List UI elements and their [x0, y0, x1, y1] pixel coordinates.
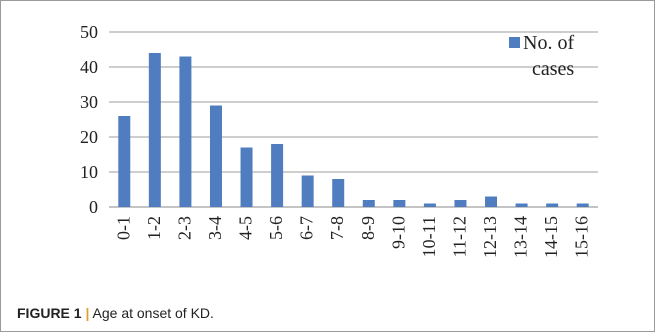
y-tick-label: 10 — [80, 162, 98, 182]
bars — [118, 53, 589, 207]
legend-label-line2: cases — [532, 58, 574, 80]
x-tick-label: 5-6 — [266, 216, 286, 240]
x-tick-label: 10-11 — [419, 216, 439, 257]
bar-13-14 — [515, 203, 528, 207]
x-tick-label: 0-1 — [113, 216, 133, 240]
legend-label-line1: No. of — [523, 32, 574, 54]
y-tick-label: 40 — [80, 57, 98, 77]
bar-chart: 0 10 20 30 40 50 0-1 1-2 2-3 3-4 4-5 5-6 6-7 7-8 8-9 9… — [80, 22, 598, 258]
x-axis-ticks: 0-1 1-2 2-3 3-4 4-5 5-6 6-7 7-8 8-9 9-10 10-11 11-1… — [113, 216, 591, 258]
x-tick-label: 2-3 — [174, 216, 194, 240]
x-tick-label: 11-12 — [449, 216, 469, 257]
bar-6-7 — [301, 175, 314, 207]
bar-4-5 — [240, 147, 253, 207]
y-axis-ticks: 0 10 20 30 40 50 — [80, 22, 98, 217]
y-tick-label: 0 — [89, 197, 98, 217]
bar-14-15 — [546, 203, 559, 207]
bar-10-11 — [423, 203, 436, 207]
x-tick-label: 8-9 — [358, 216, 378, 240]
bar-5-6 — [271, 144, 284, 207]
figure-caption: FIGURE 1 | Age at onset of KD. — [17, 305, 214, 321]
x-tick-label: 7-8 — [327, 216, 347, 240]
y-tick-label: 50 — [80, 22, 98, 42]
bar-1-2 — [148, 53, 161, 207]
x-tick-label: 14-15 — [541, 216, 561, 258]
x-tick-label: 1-2 — [144, 216, 164, 240]
x-tick-label: 13-14 — [511, 216, 531, 258]
bar-15-16 — [576, 203, 589, 207]
x-tick-label: 6-7 — [297, 216, 317, 240]
bar-7-8 — [332, 179, 345, 207]
legend: No. of cases — [509, 32, 574, 80]
bar-12-13 — [485, 196, 498, 207]
bar-3-4 — [209, 105, 222, 207]
y-tick-label: 20 — [80, 127, 98, 147]
caption-separator: | — [85, 305, 90, 321]
caption-figure-label: FIGURE 1 — [17, 305, 82, 321]
x-tick-label: 3-4 — [205, 216, 225, 240]
caption-text: Age at onset of KD. — [92, 305, 214, 321]
bar-11-12 — [454, 200, 467, 207]
bar-9-10 — [393, 200, 406, 207]
x-tick-label: 15-16 — [572, 216, 592, 258]
bar-8-9 — [362, 200, 375, 207]
legend-swatch — [509, 37, 520, 48]
x-tick-label: 12-13 — [480, 216, 500, 258]
y-tick-label: 30 — [80, 92, 98, 112]
bar-2-3 — [179, 56, 192, 207]
x-tick-label: 9-10 — [388, 216, 408, 249]
x-tick-label: 4-5 — [236, 216, 256, 240]
bar-0-1 — [118, 116, 131, 207]
